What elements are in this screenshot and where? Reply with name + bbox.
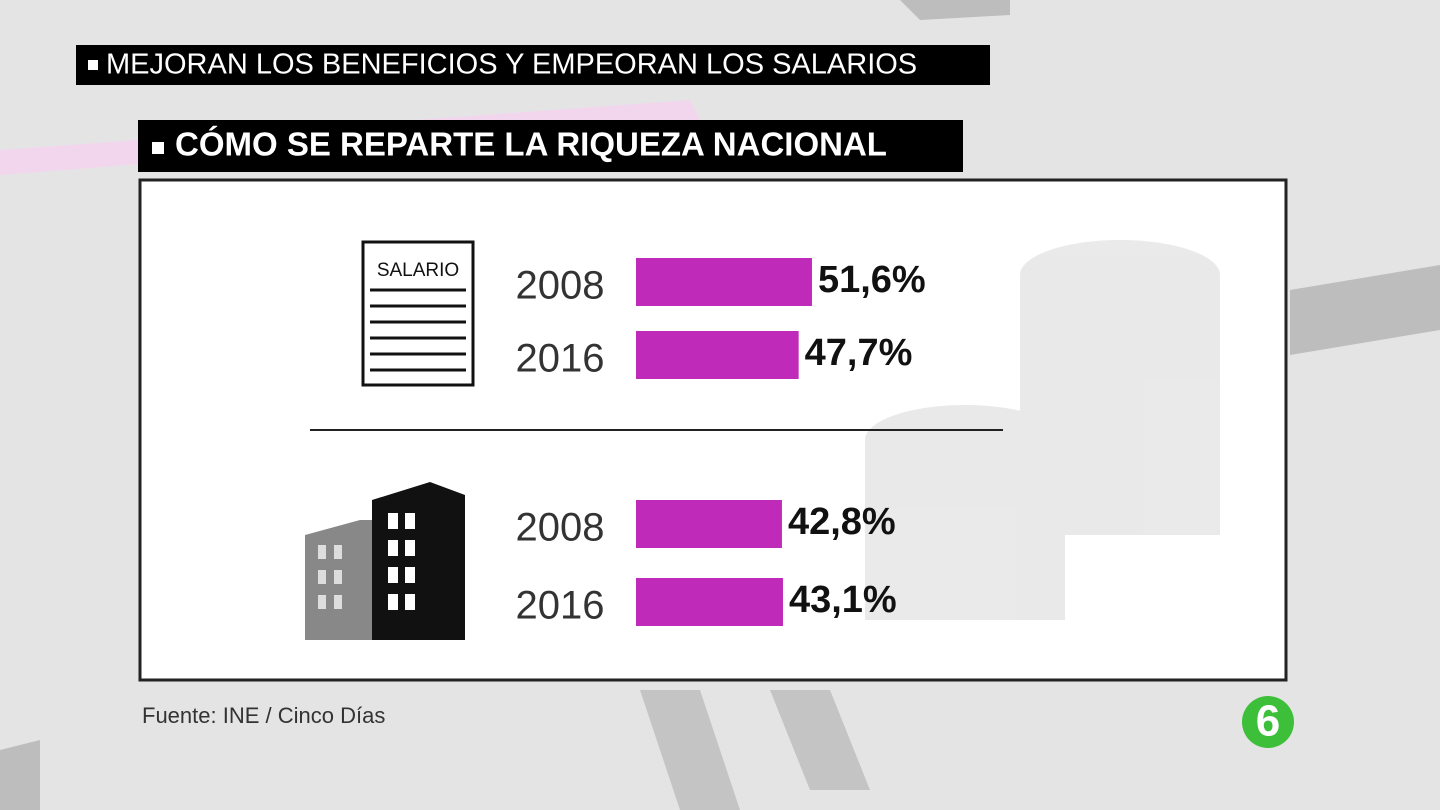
- value-label: 47,7%: [805, 332, 913, 374]
- bg-shape: [1290, 265, 1440, 355]
- bg-coins: [865, 240, 1220, 620]
- bar: [636, 258, 812, 306]
- bar: [636, 578, 783, 626]
- bullet: [88, 60, 98, 70]
- bg-shape: [770, 690, 870, 790]
- header: MEJORAN LOS BENEFICIOS Y EMPEORAN LOS SA…: [106, 49, 917, 81]
- bg-shape: [900, 0, 1010, 20]
- bar: [636, 331, 799, 379]
- icon-label: SALARIO: [377, 260, 459, 281]
- title-bar: [138, 120, 963, 172]
- company-icon: [305, 482, 465, 640]
- bg-shape: [0, 740, 40, 810]
- channel-logo: 6: [1242, 696, 1294, 748]
- salary-icon: SALARIO: [361, 240, 475, 387]
- bg-shape: [640, 690, 740, 810]
- source: Fuente: INE / Cinco Días: [142, 703, 385, 728]
- document: [361, 240, 475, 387]
- logo: 6: [1256, 697, 1280, 746]
- category-label: 2016: [516, 337, 605, 381]
- bullet: [152, 142, 164, 154]
- chart-title: CÓMO SE REPARTE LA RIQUEZA NACIONAL: [175, 126, 887, 163]
- value-label: 51,6%: [818, 259, 926, 301]
- value-label: 43,1%: [789, 579, 897, 621]
- header-bar: [76, 45, 990, 85]
- value-label: 42,8%: [788, 501, 896, 543]
- bar: [636, 500, 782, 548]
- category-label: 2016: [516, 584, 605, 628]
- category-label: 2008: [516, 264, 605, 308]
- category-label: 2008: [516, 506, 605, 550]
